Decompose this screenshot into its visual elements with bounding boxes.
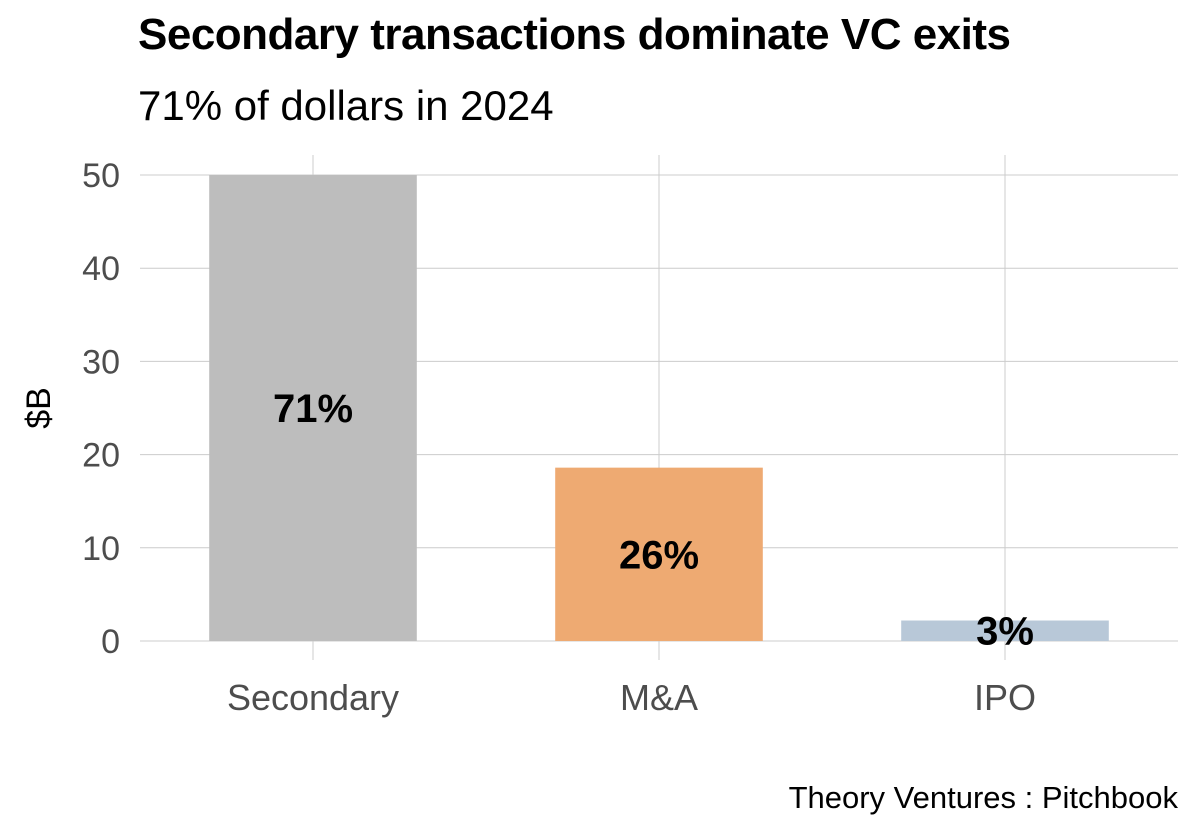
y-tick-label: 20 <box>82 437 120 475</box>
y-tick-label: 10 <box>82 530 120 568</box>
bar-ipo <box>901 620 1109 641</box>
y-tick-label: 30 <box>82 343 120 381</box>
x-tick-label: IPO <box>974 677 1036 718</box>
bar-m-a <box>555 467 763 641</box>
x-tick-label: M&A <box>620 677 698 718</box>
bar-secondary <box>209 175 417 641</box>
labels-layer: 0 10 20 30 40 50 71% Secondary 26% M&A 3% IPO <box>82 157 1036 718</box>
y-tick-label: 40 <box>82 250 120 288</box>
y-axis-label: $B <box>20 387 58 429</box>
bars-layer <box>209 175 1109 641</box>
bar-data-label: 71% <box>273 387 353 431</box>
y-tick-label: 0 <box>101 623 120 661</box>
bar-data-label: 26% <box>619 533 699 577</box>
bar-data-label: 3% <box>976 610 1034 654</box>
y-tick-label: 50 <box>82 157 120 195</box>
source-credit: Theory Ventures : Pitchbook <box>788 780 1178 815</box>
x-tick-label: Secondary <box>227 677 399 718</box>
chart-title: Secondary transactions dominate VC exits <box>138 10 1011 59</box>
chart-subtitle: 71% of dollars in 2024 <box>138 82 554 129</box>
